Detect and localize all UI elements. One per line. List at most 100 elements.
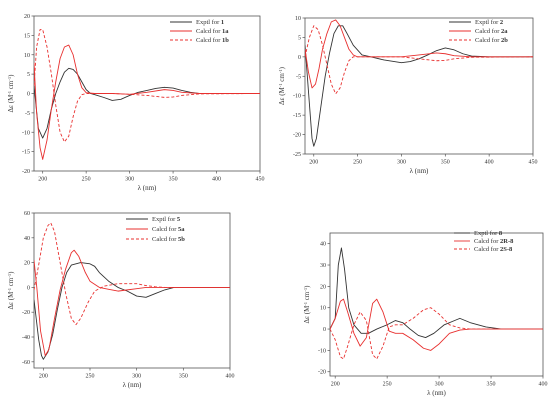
legend-prefix: Calcd for xyxy=(474,238,500,245)
series-line-8 xyxy=(330,247,543,339)
x-tick-label: 300 xyxy=(397,160,406,166)
y-tick-label: -20 xyxy=(22,169,30,175)
y-axis-label-part: -1 xyxy=(303,302,308,306)
legend-compound: 1a xyxy=(222,28,229,35)
x-tick-label: 200 xyxy=(38,177,47,183)
x-axis-label: λ (nm) xyxy=(427,389,446,397)
series-line-1 xyxy=(34,67,260,139)
y-axis-label-part: -1 xyxy=(278,69,283,73)
ecd-panel-3: 200 250 300 350 400 -60 -40 -20 0 20 40 60 λ (nm) Δε … xyxy=(0,202,275,405)
y-tick-label: 10 xyxy=(295,16,301,22)
y-axis-label-part: -1 xyxy=(7,91,12,95)
series-line-2S-8 xyxy=(330,307,543,360)
ecd-panel-4: 200 250 300 350 400 -20 -10 0 10 20 30 40 λ (nm) Δε (… xyxy=(275,202,550,405)
x-tick-label: 300 xyxy=(132,374,141,380)
y-axis-label-part: cm xyxy=(278,73,286,84)
y-tick-label: -40 xyxy=(22,335,30,341)
y-tick-label: -10 xyxy=(318,348,326,354)
y-axis-label-part: Δε (M xyxy=(7,94,15,113)
y-tick-label: 10 xyxy=(320,306,326,312)
plot-frame xyxy=(304,17,534,155)
series-line-2a xyxy=(305,19,533,89)
legend-entry: Exptl for 5 xyxy=(152,216,181,223)
y-tick-label: -15 xyxy=(293,113,301,119)
plot-frame xyxy=(329,232,544,377)
y-tick-label: 10 xyxy=(24,53,30,59)
x-tick-label: 350 xyxy=(441,160,450,166)
series-line-2R-8 xyxy=(330,298,543,351)
legend-prefix: Calcd for xyxy=(475,37,501,44)
legend-entry: Calcd for 5b xyxy=(152,236,185,243)
y-axis-label-part: ) xyxy=(278,66,286,69)
legend-entry: Exptl for 2 xyxy=(475,19,503,26)
y-axis-label-part: ) xyxy=(7,74,15,77)
legend-compound: 8 xyxy=(499,230,503,237)
y-axis-label: Δε (M-1 cm-1) xyxy=(303,285,312,324)
plot-frame xyxy=(33,212,231,369)
y-tick-label: -60 xyxy=(22,360,30,366)
legend-prefix: Exptl for xyxy=(475,19,500,26)
y-tick-label: 0 xyxy=(323,327,326,333)
legend-prefix: Calcd for xyxy=(474,246,500,253)
x-tick-label: 300 xyxy=(435,382,444,388)
legend-prefix: Calcd for xyxy=(152,226,178,233)
legend-entry: Calcd for 2a xyxy=(475,28,508,35)
x-tick-label: 400 xyxy=(485,160,494,166)
legend-entry: Calcd for 1b xyxy=(196,37,229,44)
x-tick-label: 200 xyxy=(309,160,318,166)
ecd-chart-1: 200 250 300 350 400 450 -20 -15 -10 -5 0 5 10 15 20 λ (… xyxy=(7,14,265,192)
y-tick-label: -10 xyxy=(22,130,30,136)
y-tick-label: -20 xyxy=(293,133,301,139)
legend-entry: Exptl for 8 xyxy=(474,230,503,237)
series-line-2b xyxy=(305,25,533,95)
legend-compound: 5 xyxy=(177,216,181,223)
y-tick-label: 20 xyxy=(320,284,326,290)
series-line-5b xyxy=(34,222,230,326)
y-axis-label-part: -1 xyxy=(7,274,12,278)
y-tick-label: 30 xyxy=(320,263,326,269)
series-line-5a xyxy=(34,249,230,357)
x-tick-label: 350 xyxy=(487,382,496,388)
x-tick-label: 250 xyxy=(383,382,392,388)
legend-compound: 2 xyxy=(500,19,503,26)
legend-compound: 2b xyxy=(501,37,508,44)
x-tick-label: 350 xyxy=(169,177,178,183)
legend-compound: 2a xyxy=(501,28,508,35)
legend-prefix: Exptl for xyxy=(474,230,499,237)
y-tick-label: 40 xyxy=(320,242,326,248)
y-axis-label-part: Δε (M xyxy=(7,291,15,310)
legend-compound: 5a xyxy=(178,226,185,233)
y-tick-label: 20 xyxy=(24,261,30,267)
y-axis-label-part: ) xyxy=(303,285,311,288)
y-tick-label: -25 xyxy=(293,152,301,158)
legend-entry: Calcd for 5a xyxy=(152,226,185,233)
y-axis-label-part: Δε (M xyxy=(303,305,311,324)
legend-compound: 2S-8 xyxy=(500,246,513,253)
y-axis-label-part: -1 xyxy=(278,83,283,87)
y-tick-label: 0 xyxy=(298,55,301,61)
y-tick-label: -20 xyxy=(318,370,326,376)
y-axis-label-part: -1 xyxy=(7,288,12,292)
y-tick-label: 5 xyxy=(298,35,301,41)
x-tick-label: 250 xyxy=(82,177,91,183)
x-tick-label: 450 xyxy=(256,177,265,183)
y-axis-label-part: Δε (M xyxy=(278,86,286,105)
y-axis-label-part: -1 xyxy=(7,77,12,81)
legend-prefix: Calcd for xyxy=(196,37,222,44)
legend-entry: Calcd for 2b xyxy=(475,37,508,44)
legend-prefix: Exptl for xyxy=(196,19,221,26)
y-tick-label: 0 xyxy=(27,285,30,291)
y-axis-label-part: cm xyxy=(7,80,15,91)
y-tick-label: -15 xyxy=(22,150,30,156)
y-axis-label-part: cm xyxy=(7,277,15,288)
legend-entry: Exptl for 1 xyxy=(196,19,224,26)
legend-compound: 1 xyxy=(221,19,224,26)
y-axis-label: Δε (M-1 cm-1) xyxy=(7,74,16,113)
y-tick-label: 40 xyxy=(24,236,30,242)
ecd-chart-2: 200 250 300 350 400 450 -25 -20 -15 -10 -5 0 5 10 λ (n… xyxy=(278,16,538,175)
ecd-panel-1: 200 250 300 350 400 450 -20 -15 -10 -5 0 5 10 15 20 λ (… xyxy=(0,0,275,202)
y-tick-label: 0 xyxy=(27,92,30,98)
x-axis-label: λ (nm) xyxy=(410,167,429,175)
y-tick-label: 20 xyxy=(24,14,30,20)
